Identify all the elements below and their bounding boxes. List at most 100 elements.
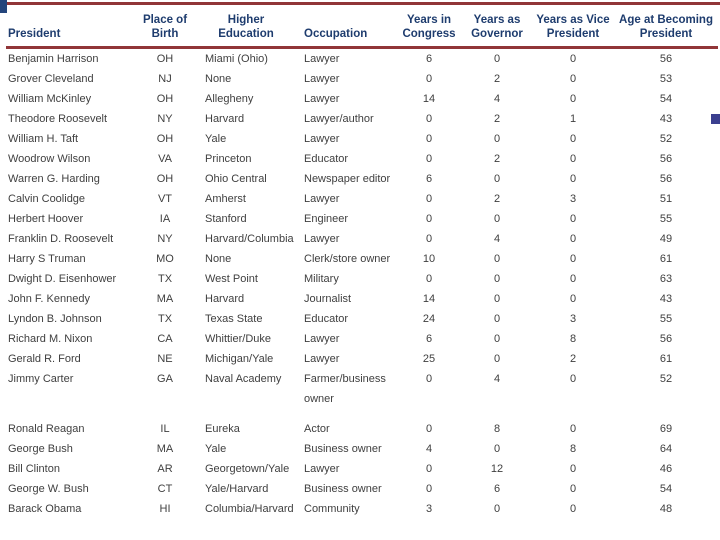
table-row: Grover Cleveland NJ None Lawyer 0 2 0 53	[6, 69, 718, 89]
cell-governor: 0	[493, 173, 501, 185]
cell-occupation: Business owner	[304, 443, 382, 455]
cell-occupation: Community	[304, 503, 360, 515]
table-row: Herbert Hoover IA Stanford Engineer 0 0 …	[6, 209, 718, 229]
cell-governor: 0	[493, 293, 501, 305]
cell-congress: 6	[425, 53, 433, 65]
cell-education: Naval Academy	[205, 373, 282, 385]
cell-congress: 14	[422, 93, 436, 105]
cell-age: 54	[659, 93, 673, 105]
cell-president: Grover Cleveland	[8, 73, 94, 85]
cell-vp: 0	[569, 153, 577, 165]
col-header-president: President	[6, 7, 134, 49]
cell-occupation: Newspaper editor	[304, 173, 391, 185]
cell-education: Yale/Harvard	[205, 483, 269, 495]
header-row: President Place of Birth Higher Educatio…	[6, 7, 718, 49]
col-header-years-vp: Years as Vice President	[532, 7, 614, 49]
cell-vp: 2	[569, 353, 577, 365]
cell-age: 56	[659, 173, 673, 185]
cell-congress: 24	[422, 313, 436, 325]
cell-governor: 8	[493, 423, 501, 435]
top-divider-rule	[7, 2, 720, 5]
table-row: Woodrow Wilson VA Princeton Educator 0 2…	[6, 149, 718, 169]
cell-vp: 3	[569, 313, 577, 325]
cell-president: Woodrow Wilson	[8, 153, 91, 165]
table-row: William McKinley OH Allegheny Lawyer 14 …	[6, 89, 718, 109]
table-row: Dwight D. Eisenhower TX West Point Milit…	[6, 269, 718, 289]
cell-occupation: Lawyer	[304, 193, 340, 205]
cell-education: None	[205, 73, 232, 85]
col-header-years-governor: Years as Governor	[462, 7, 532, 49]
cell-president: Jimmy Carter	[8, 373, 74, 385]
cell-birth: VT	[157, 193, 173, 205]
cell-education: Michigan/Yale	[205, 353, 274, 365]
cell-age: 56	[659, 153, 673, 165]
table-row: John F. Kennedy MA Harvard Journalist 14…	[6, 289, 718, 309]
cell-occupation: Lawyer	[304, 463, 340, 475]
cell-governor: 2	[493, 153, 501, 165]
cell-birth: AR	[157, 463, 173, 475]
cell-birth: MA	[156, 443, 174, 455]
col-header-place-of-birth: Place of Birth	[134, 7, 196, 49]
cell-president: Harry S Truman	[8, 253, 86, 265]
cell-age: 53	[659, 73, 673, 85]
cell-education: Harvard	[205, 293, 245, 305]
cell-congress: 0	[425, 73, 433, 85]
cell-birth: OH	[156, 53, 174, 65]
cell-governor: 0	[493, 443, 501, 455]
cell-education: Texas State	[205, 313, 263, 325]
cell-education: Allegheny	[205, 93, 254, 105]
cell-birth: NY	[157, 113, 173, 125]
cell-birth: TX	[157, 313, 173, 325]
cell-birth: NY	[157, 233, 173, 245]
cell-age: 55	[659, 313, 673, 325]
cell-governor: 0	[493, 133, 501, 145]
cell-vp: 3	[569, 193, 577, 205]
cell-age: 61	[659, 253, 673, 265]
cell-birth: NE	[157, 353, 173, 365]
bullet-square-marker	[711, 114, 720, 124]
cell-age: 54	[659, 483, 673, 495]
cell-vp: 0	[569, 373, 577, 385]
cell-vp: 0	[569, 213, 577, 225]
cell-vp: 0	[569, 463, 577, 475]
table-row: William H. Taft OH Yale Lawyer 0 0 0 52	[6, 129, 718, 149]
cell-governor: 4	[493, 373, 501, 385]
cell-education: Miami (Ohio)	[205, 53, 268, 65]
cell-vp: 0	[569, 253, 577, 265]
table-body: Benjamin Harrison OH Miami (Ohio) Lawyer…	[6, 48, 718, 520]
cell-congress: 0	[425, 463, 433, 475]
cell-occupation: Lawyer	[304, 73, 340, 85]
col-header-age: Age at Becoming President	[614, 7, 718, 49]
cell-education: Princeton	[205, 153, 252, 165]
cell-education: Whittier/Duke	[205, 333, 272, 345]
cell-governor: 0	[493, 273, 501, 285]
cell-congress: 0	[425, 193, 433, 205]
cell-vp: 8	[569, 333, 577, 345]
table-row: Calvin Coolidge VT Amherst Lawyer 0 2 3 …	[6, 189, 718, 209]
cell-vp: 0	[569, 93, 577, 105]
cell-president: Warren G. Harding	[8, 173, 100, 185]
cell-education: Amherst	[205, 193, 246, 205]
cell-birth: OH	[156, 133, 174, 145]
cell-birth: CT	[157, 483, 173, 495]
cell-birth: MA	[156, 293, 174, 305]
cell-vp: 0	[569, 133, 577, 145]
cell-president: Lyndon B. Johnson	[8, 313, 102, 325]
cell-birth: TX	[157, 273, 173, 285]
cell-birth: CA	[157, 333, 173, 345]
cell-vp: 8	[569, 443, 577, 455]
cell-birth: OH	[156, 173, 174, 185]
presidents-table: President Place of Birth Higher Educatio…	[6, 7, 718, 519]
cell-congress: 4	[425, 443, 433, 455]
cell-age: 52	[659, 373, 673, 385]
cell-occupation: Clerk/store owner	[304, 253, 391, 265]
cell-congress: 0	[425, 373, 433, 385]
cell-president: Gerald R. Ford	[8, 353, 81, 365]
cell-governor: 0	[493, 253, 501, 265]
cell-vp: 0	[569, 73, 577, 85]
cell-occupation: Lawyer/author	[304, 113, 374, 125]
cell-governor: 0	[493, 353, 501, 365]
cell-congress: 0	[425, 483, 433, 495]
cell-birth: HI	[159, 503, 171, 515]
